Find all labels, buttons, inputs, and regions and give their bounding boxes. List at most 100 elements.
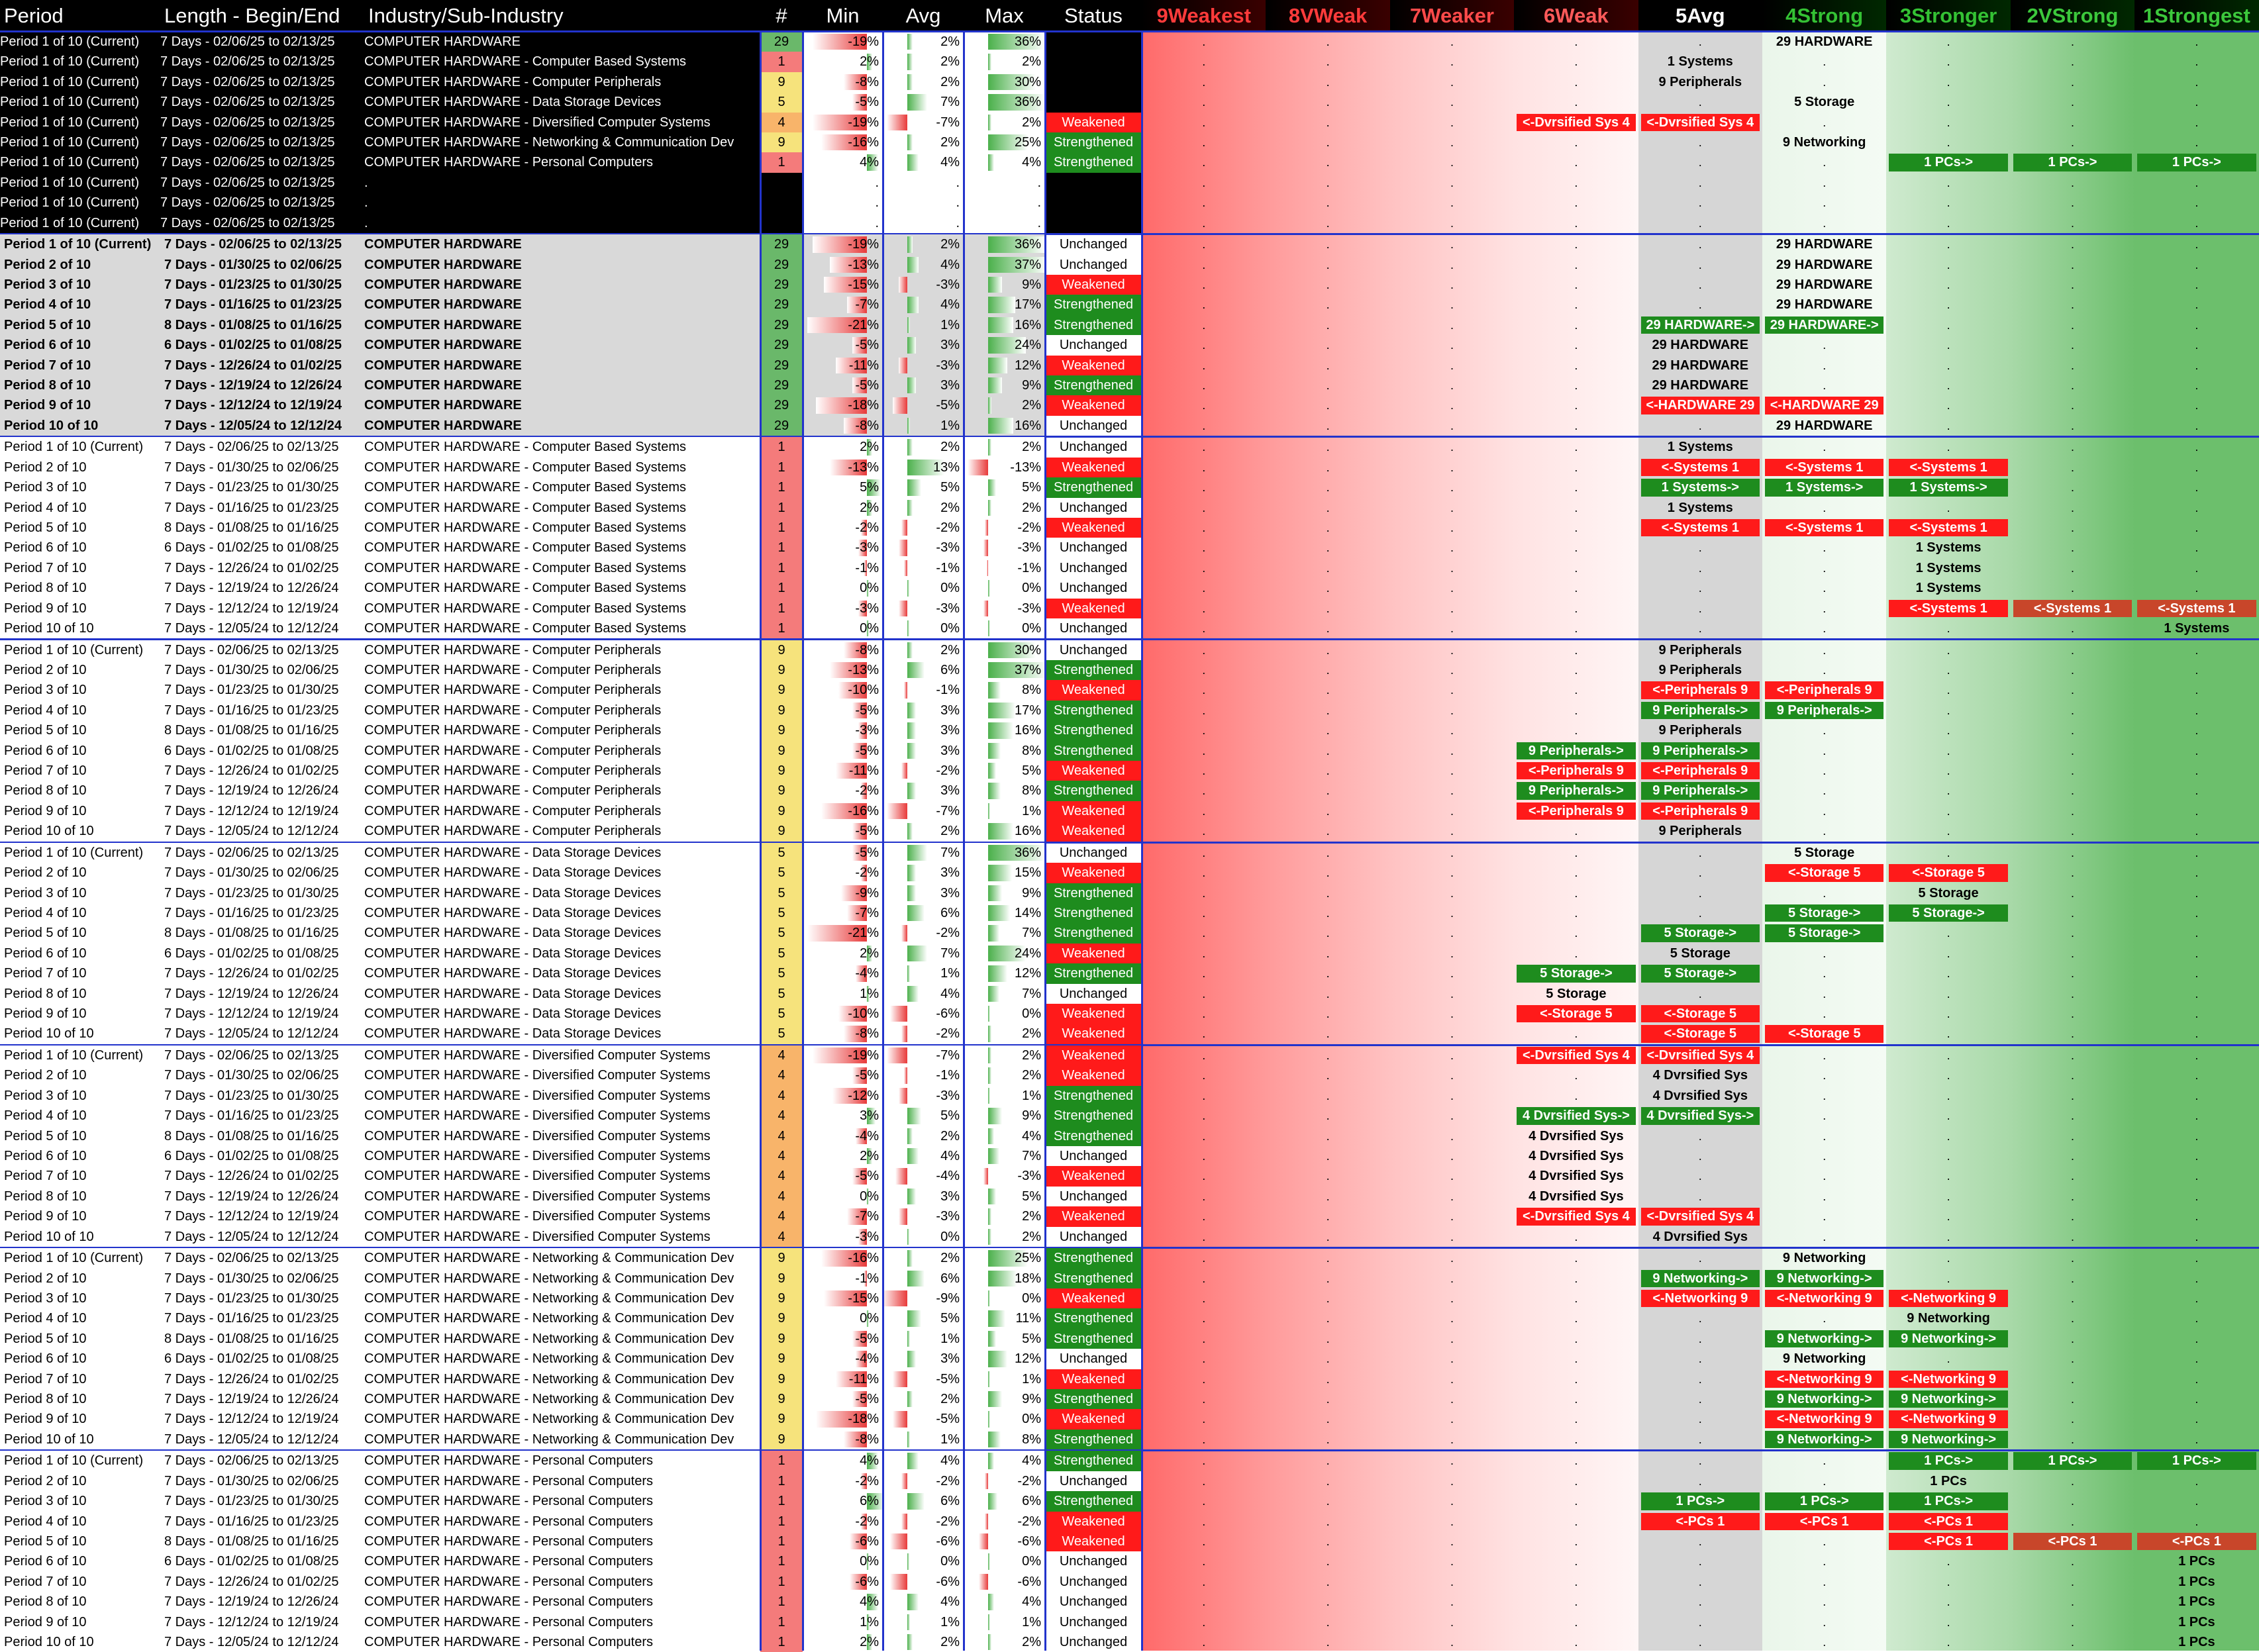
empty-dot: . xyxy=(1823,886,1827,900)
header-rank-9[interactable]: 9Weakest xyxy=(1142,0,1266,32)
empty-dot: . xyxy=(1450,1109,1454,1123)
empty-dot: . xyxy=(1698,1149,1702,1163)
rank-cell-8: . xyxy=(1266,538,1389,558)
empty-dot: . xyxy=(1946,703,1950,717)
header-count[interactable]: # xyxy=(760,0,803,32)
cell-text: 12% xyxy=(1014,358,1041,373)
header-max[interactable]: Max xyxy=(964,0,1045,32)
avg-cell: 1% xyxy=(883,1328,964,1349)
empty-dot: . xyxy=(1202,724,1206,738)
avg-value-bar xyxy=(898,277,907,293)
rank-cell-3: . xyxy=(1886,1551,2010,1571)
cell-text: 12% xyxy=(1014,1351,1041,1367)
status-cell: Strengthened xyxy=(1045,315,1142,336)
empty-dot: . xyxy=(1946,1251,1950,1265)
min-cell: -5% xyxy=(803,375,883,396)
header-rank-5[interactable]: 5Avg xyxy=(1638,0,1762,32)
rank-cell-8: . xyxy=(1266,720,1389,740)
rank-cell-5: 1 Systems xyxy=(1638,498,1762,518)
empty-dot: . xyxy=(2195,683,2199,697)
length-cell: 7 Days - 01/23/25 to 01/30/25 xyxy=(164,885,339,900)
header-min[interactable]: Min xyxy=(803,0,883,32)
rank-cell-4: 29 HARDWARE xyxy=(1762,255,1886,275)
max-cell: -6% xyxy=(964,1571,1045,1592)
header-status[interactable]: Status xyxy=(1045,0,1142,32)
avg-value-bar xyxy=(907,94,927,111)
rank-cell-2: <-PCs 1 xyxy=(2011,1531,2134,1551)
empty-dot: . xyxy=(1450,379,1454,392)
cell-text: Period 1 of 10 (Current) xyxy=(0,195,140,211)
empty-dot: . xyxy=(1823,440,1827,454)
empty-dot: . xyxy=(1574,1514,1578,1528)
rank-cell-6: . xyxy=(1514,395,1638,415)
empty-dot: . xyxy=(1823,115,1827,129)
cell-text: -6% xyxy=(1017,1534,1041,1549)
cell-text: 0% xyxy=(860,1554,879,1569)
max-cell: 1% xyxy=(964,801,1045,822)
header-rank-1[interactable]: 1Strongest xyxy=(2134,0,2259,32)
rank-tag: 9 Networking xyxy=(1782,135,1866,150)
status-cell: Weakened xyxy=(1045,1024,1142,1044)
rank-tag: <-Peripherals 9 xyxy=(1517,802,1636,820)
empty-dot: . xyxy=(1202,1474,1206,1488)
cell-text: 1 xyxy=(778,1635,785,1649)
rank-cell-3: . xyxy=(1886,275,2010,295)
period-cell: Period 5 of 10 xyxy=(4,1534,87,1549)
header-rank-8[interactable]: 8VWeak xyxy=(1266,0,1390,32)
max-value-bar xyxy=(987,642,1036,658)
empty-dot: . xyxy=(1326,1352,1330,1366)
header-rank-3[interactable]: 3Stronger xyxy=(1886,0,2011,32)
count-cell: 29 xyxy=(760,32,803,52)
avg-cell: 3% xyxy=(883,335,964,356)
cell-text: 5% xyxy=(1022,1331,1041,1346)
rank-cell-9: . xyxy=(1142,1451,1266,1471)
header-rank-7[interactable]: 7Weaker xyxy=(1389,0,1515,32)
rank-tag: 4 Dvrsified Sys-> xyxy=(1517,1107,1636,1125)
header-rank-6[interactable]: 6Weak xyxy=(1514,0,1638,32)
empty-dot: . xyxy=(1450,1535,1454,1548)
rank-cell-6: . xyxy=(1514,416,1638,436)
period-cell: Period 1 of 10 (Current) xyxy=(0,152,160,172)
count-cell: 1 xyxy=(760,437,803,458)
period-cell: Period 8 of 10 xyxy=(4,1189,87,1204)
rank-cell-8: . xyxy=(1266,558,1389,578)
cell-text: 7 Days - 02/06/25 to 02/13/25 xyxy=(160,115,335,130)
header-length[interactable]: Length - Begin/End xyxy=(160,0,364,32)
cell-text: 1 xyxy=(778,1453,785,1469)
max-value-bar xyxy=(987,397,991,414)
rank-cell-1: . xyxy=(2134,863,2258,883)
avg-cell: 4% xyxy=(883,1146,964,1167)
rank-cell-4: . xyxy=(1762,1045,1886,1065)
rank-cell-2: . xyxy=(2011,1592,2134,1612)
min-cell: -5% xyxy=(803,335,883,356)
rank-cell-7: . xyxy=(1390,1106,1514,1126)
header-avg[interactable]: Avg xyxy=(883,0,964,32)
cell-text: 6% xyxy=(1022,1494,1041,1509)
header-rank-4[interactable]: 4Strong xyxy=(1762,0,1887,32)
cell-text: 2% xyxy=(940,74,960,89)
industry-cell: COMPUTER HARDWARE xyxy=(364,356,760,375)
avg-value-bar xyxy=(907,1188,916,1205)
period-cell: Period 7 of 10 xyxy=(4,763,87,778)
max-value-bar xyxy=(987,1128,995,1144)
length-cell: 7 Days - 12/19/24 to 12/26/24 xyxy=(164,1594,339,1610)
length-cell: 7 Days - 01/30/25 to 02/06/25 xyxy=(164,1068,339,1083)
header-period[interactable]: Period xyxy=(0,0,160,32)
header-industry[interactable]: Industry/Sub-Industry xyxy=(364,0,760,32)
rank-cell-8: . xyxy=(1266,1106,1389,1126)
rank-cell-4: 9 Peripherals-> xyxy=(1762,701,1886,720)
max-cell: 17% xyxy=(964,700,1045,721)
empty-dot: . xyxy=(1698,1332,1702,1345)
empty-dot: . xyxy=(1823,1189,1827,1203)
empty-dot: . xyxy=(1326,75,1330,89)
rank-cell-4: . xyxy=(1762,578,1886,598)
cell-text: Strengthened xyxy=(1053,906,1134,920)
header-rank-2[interactable]: 2VStrong xyxy=(2010,0,2135,32)
industry-cell: COMPUTER HARDWARE - Personal Computers xyxy=(364,1572,760,1592)
empty-dot: . xyxy=(1450,399,1454,413)
rank-cell-9: . xyxy=(1142,801,1266,821)
period-cell: Period 1 of 10 (Current) xyxy=(4,642,144,657)
cell-text: 3% xyxy=(940,885,960,900)
empty-dot: . xyxy=(1326,764,1330,777)
rank-cell-5: . xyxy=(1638,152,1762,172)
